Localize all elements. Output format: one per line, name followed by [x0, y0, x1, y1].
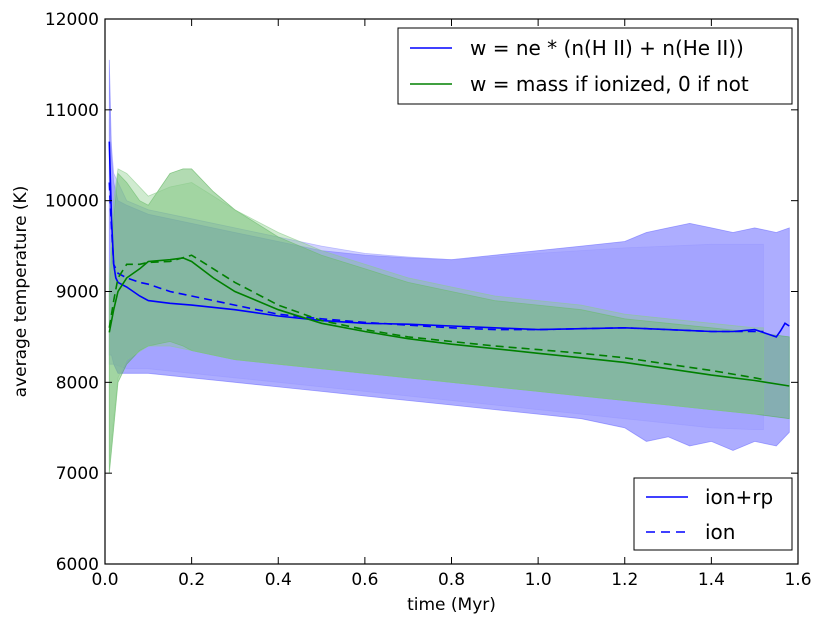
legend-style: ion+rp ion	[633, 477, 793, 551]
series-line-2	[108, 257, 790, 387]
y-tick-label: 8000	[56, 373, 99, 393]
legend-weight-green-label: w = mass if ionized, 0 if not	[470, 72, 749, 96]
series-line-1	[108, 182, 764, 333]
y-axis-label: average temperature (K)	[11, 186, 31, 398]
x-axis-label: time (Myr)	[407, 595, 496, 615]
y-tick-label: 10000	[45, 192, 99, 212]
legend-style-dashed-label: ion	[705, 520, 735, 544]
band-2	[108, 168, 790, 474]
band-3	[108, 168, 764, 465]
tick-layer: 0.0 0.2 0.4 0.6 0.8 1.0 1.2 1.4 1.6 6000 7000 8000 9…	[45, 10, 812, 590]
x-tick-label: 1.2	[611, 570, 638, 590]
series-line-3	[108, 254, 764, 381]
y-tick-label: 6000	[56, 555, 99, 575]
y-tick-label: 9000	[56, 283, 99, 303]
legend-weight-box	[397, 27, 793, 105]
legend-weight: w = ne * (n(H II) + n(He II)) w = mass i…	[397, 27, 793, 105]
x-tick-label: 0.2	[178, 570, 205, 590]
x-tick-label: 0.4	[265, 570, 292, 590]
y-tick-label: 11000	[45, 101, 99, 121]
x-tick-label: 0.6	[351, 570, 378, 590]
x-tick-label: 1.0	[525, 570, 552, 590]
y-tick-label: 12000	[45, 10, 99, 30]
legend-weight-blue-label: w = ne * (n(H II) + n(He II))	[470, 36, 744, 60]
legend-style-solid-label: ion+rp	[705, 485, 773, 509]
x-tick-label: 0.8	[438, 570, 465, 590]
band-layer	[108, 59, 790, 474]
y-tick-label: 7000	[56, 464, 99, 484]
band-0	[108, 59, 790, 451]
legend-style-box	[633, 477, 793, 551]
x-tick-label: 1.4	[698, 570, 725, 590]
band-1	[108, 118, 764, 431]
x-tick-label: 0.0	[91, 570, 118, 590]
line-layer	[108, 141, 790, 387]
x-tick-label: 1.6	[784, 570, 811, 590]
